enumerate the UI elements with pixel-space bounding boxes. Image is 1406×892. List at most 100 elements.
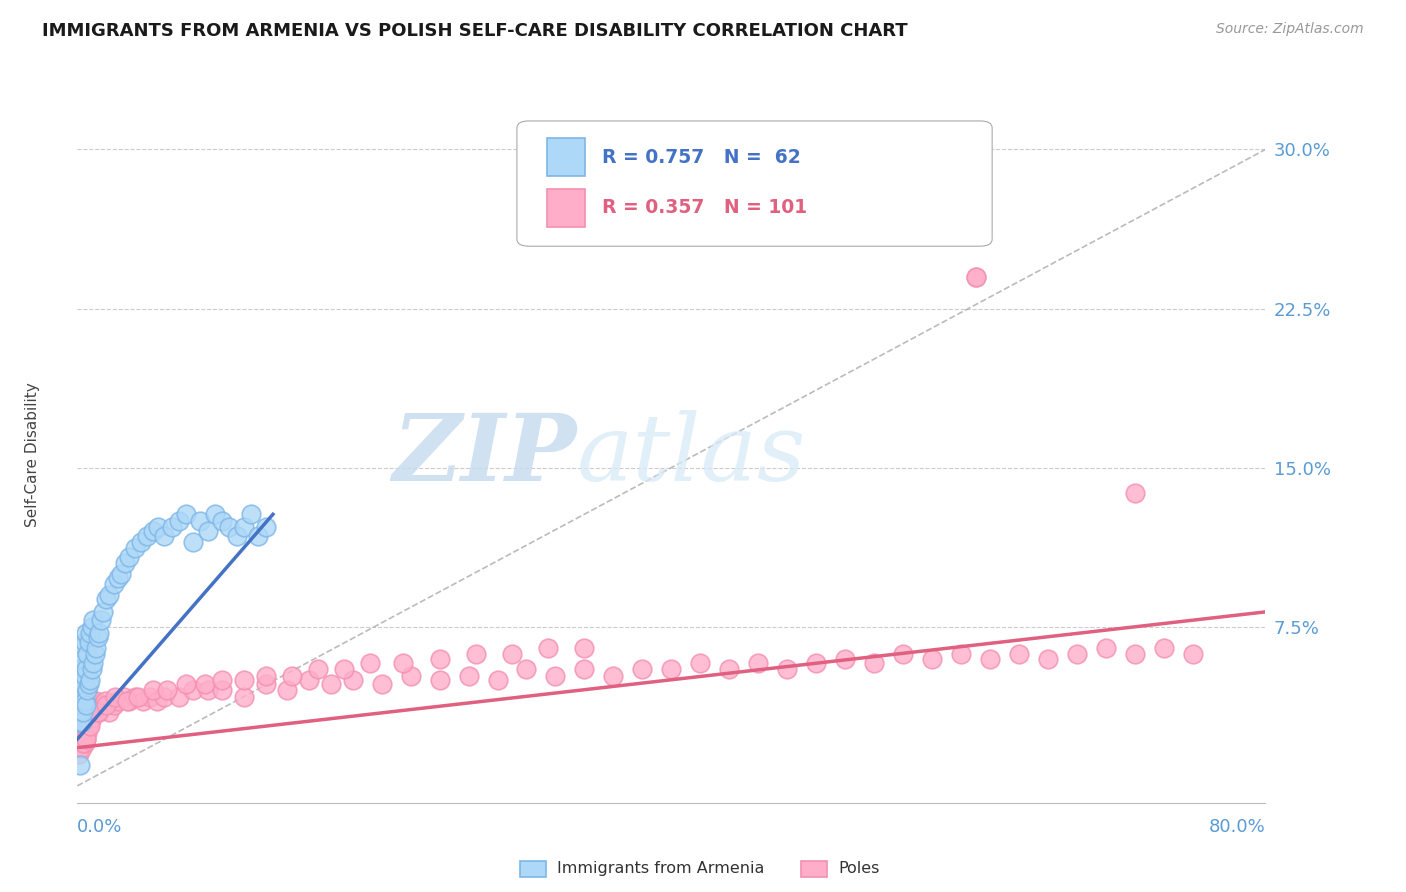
Point	[87, 626, 110, 640]
Point	[94, 694, 117, 708]
Point	[77, 719, 100, 733]
Point	[501, 648, 523, 662]
Point	[75, 732, 97, 747]
Point	[544, 668, 567, 682]
Text: atlas: atlas	[576, 410, 806, 500]
Text: 80.0%: 80.0%	[1209, 818, 1265, 836]
Point	[359, 656, 381, 670]
Point	[70, 690, 93, 704]
Point	[86, 631, 108, 645]
Point	[103, 577, 125, 591]
Point	[131, 694, 153, 708]
Point	[69, 757, 91, 772]
Text: R = 0.757   N =  62: R = 0.757 N = 62	[602, 148, 801, 167]
Point	[190, 514, 212, 528]
Point	[124, 690, 146, 704]
Point	[72, 677, 94, 691]
Point	[98, 588, 121, 602]
Point	[83, 698, 105, 713]
Point	[174, 677, 197, 691]
Point	[254, 677, 277, 691]
Point	[464, 648, 486, 662]
Point	[75, 626, 97, 640]
Point	[194, 677, 217, 691]
Point	[153, 528, 176, 542]
Point	[197, 683, 219, 698]
Point	[211, 673, 233, 687]
FancyBboxPatch shape	[517, 121, 993, 246]
Point	[110, 566, 132, 581]
Point	[72, 726, 94, 740]
Point	[537, 640, 560, 655]
Point	[70, 640, 93, 655]
Point	[82, 613, 104, 627]
Point	[370, 677, 392, 691]
Point	[1095, 640, 1118, 655]
Point	[146, 694, 169, 708]
Point	[129, 534, 152, 549]
Text: Source: ZipAtlas.com: Source: ZipAtlas.com	[1216, 22, 1364, 37]
Point	[96, 698, 118, 713]
Point	[160, 520, 183, 534]
Point	[80, 662, 103, 676]
Text: Immigrants from Armenia: Immigrants from Armenia	[557, 862, 763, 876]
Point	[979, 651, 1001, 665]
Point	[72, 705, 94, 719]
Point	[79, 673, 101, 687]
Point	[834, 651, 856, 665]
Point	[776, 662, 799, 676]
Point	[70, 715, 93, 730]
Point	[75, 732, 97, 747]
Point	[76, 683, 98, 698]
Text: ZIP: ZIP	[392, 410, 576, 500]
Point	[115, 694, 138, 708]
Point	[233, 520, 256, 534]
Point	[181, 683, 204, 698]
Point	[76, 694, 98, 708]
Point	[82, 656, 104, 670]
Text: IMMIGRANTS FROM ARMENIA VS POLISH SELF-CARE DISABILITY CORRELATION CHART: IMMIGRANTS FROM ARMENIA VS POLISH SELF-C…	[42, 22, 908, 40]
Point	[661, 662, 683, 676]
Point	[602, 668, 624, 682]
Point	[181, 534, 204, 549]
Point	[118, 694, 141, 708]
Point	[80, 620, 103, 634]
Point	[1181, 648, 1204, 662]
Point	[197, 524, 219, 539]
Point	[1036, 651, 1059, 665]
Bar	[547, 189, 585, 227]
Point	[118, 549, 141, 564]
Point	[93, 605, 115, 619]
Point	[112, 690, 135, 704]
Point	[631, 662, 654, 676]
Point	[107, 694, 129, 708]
Point	[87, 705, 110, 719]
Point	[86, 705, 108, 719]
Point	[211, 683, 233, 698]
Point	[806, 656, 828, 670]
Point	[156, 683, 179, 698]
Point	[103, 698, 125, 713]
Point	[574, 640, 596, 655]
Point	[965, 269, 987, 284]
Point	[247, 528, 270, 542]
Point	[83, 648, 105, 662]
Point	[515, 662, 537, 676]
Point	[153, 690, 176, 704]
Point	[218, 520, 240, 534]
Point	[80, 711, 103, 725]
Point	[70, 662, 93, 676]
Point	[574, 662, 596, 676]
Point	[73, 634, 96, 648]
Point	[333, 662, 356, 676]
Bar	[547, 138, 585, 177]
Point	[75, 698, 97, 713]
Point	[79, 626, 101, 640]
Point	[70, 740, 93, 755]
Point	[73, 705, 96, 719]
Point	[124, 541, 146, 556]
Point	[75, 662, 97, 676]
Point	[79, 715, 101, 730]
Point	[76, 648, 98, 662]
Point	[457, 668, 479, 682]
